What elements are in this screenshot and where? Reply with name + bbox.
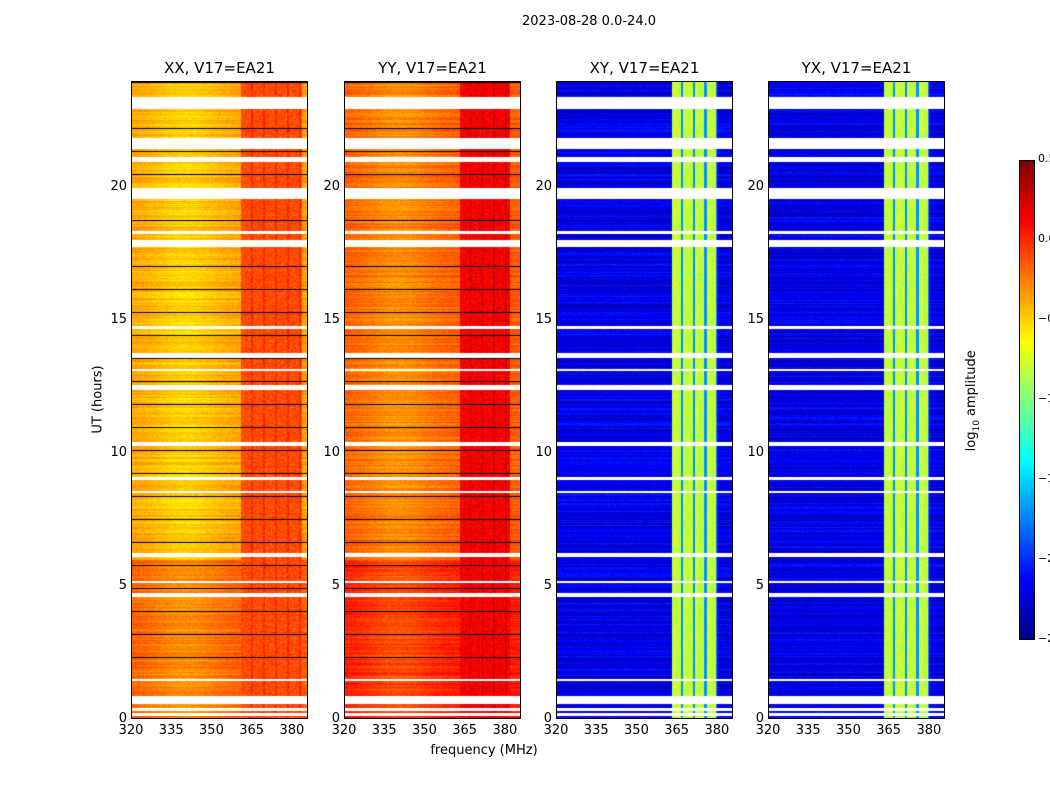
heatmap-image bbox=[345, 82, 520, 718]
heatmap-panel bbox=[556, 81, 733, 719]
x-tick-label: 320 bbox=[331, 723, 357, 738]
y-tick-label: 10 bbox=[323, 445, 340, 461]
x-tick-label: 365 bbox=[876, 723, 902, 738]
x-tick-label: 350 bbox=[836, 723, 861, 738]
y-tick-label: 0 bbox=[118, 711, 127, 726]
x-tick-label: 380 bbox=[704, 723, 730, 738]
x-tick-label: 380 bbox=[492, 723, 518, 738]
x-tick-label: 335 bbox=[371, 723, 397, 738]
x-tick-label: 350 bbox=[199, 723, 224, 738]
y-tick-label: 20 bbox=[110, 179, 127, 195]
y-tick-label: 10 bbox=[110, 445, 127, 461]
panel-title: XX, V17=EA21 bbox=[164, 59, 275, 77]
y-tick-label: 0 bbox=[543, 711, 552, 726]
heatmap-image bbox=[769, 82, 944, 718]
y-tick-label: 0 bbox=[755, 711, 764, 726]
y-tick-label: 20 bbox=[323, 179, 340, 195]
heatmap-image bbox=[557, 82, 732, 718]
x-tick-label: 335 bbox=[583, 723, 609, 738]
y-tick-label: 5 bbox=[118, 578, 127, 594]
x-tick-label: 320 bbox=[118, 723, 144, 738]
y-axis-label: UT (hours) bbox=[90, 365, 106, 434]
colorbar-tick-label: 0.0 bbox=[1038, 232, 1050, 245]
x-tick-label: 335 bbox=[795, 723, 821, 738]
y-tick-label: 5 bbox=[543, 578, 552, 594]
x-tick-label: 320 bbox=[755, 723, 781, 738]
figure-title: 2023-08-28 0.0-24.0 bbox=[522, 14, 656, 29]
x-tick-label: 365 bbox=[664, 723, 690, 738]
colorbar-tick-label: 0.5 bbox=[1038, 152, 1050, 165]
colorbar-tick-label: −0.5 bbox=[1038, 312, 1050, 325]
y-tick-label: 20 bbox=[535, 179, 552, 195]
x-tick-label: 365 bbox=[239, 723, 265, 738]
x-tick-label: 350 bbox=[412, 723, 437, 738]
x-tick-label: 320 bbox=[543, 723, 569, 738]
y-tick-label: 15 bbox=[747, 312, 764, 328]
y-tick-label: 15 bbox=[323, 312, 340, 328]
y-tick-label: 15 bbox=[535, 312, 552, 328]
x-axis-label: frequency (MHz) bbox=[430, 743, 538, 758]
colorbar-tick-label: −2.0 bbox=[1038, 552, 1050, 565]
y-tick-label: 5 bbox=[331, 578, 340, 594]
y-tick-label: 5 bbox=[755, 578, 764, 594]
heatmap-panel bbox=[344, 81, 521, 719]
y-tick-label: 10 bbox=[535, 445, 552, 461]
y-tick-label: 0 bbox=[331, 711, 340, 726]
x-tick-label: 350 bbox=[624, 723, 649, 738]
x-tick-label: 380 bbox=[279, 723, 305, 738]
x-tick-label: 365 bbox=[452, 723, 478, 738]
panel-title: YY, V17=EA21 bbox=[378, 59, 487, 77]
colorbar-tick-label: −1.0 bbox=[1038, 392, 1050, 405]
colorbar-label: log10 amplitude bbox=[964, 350, 982, 452]
panel-title: YX, V17=EA21 bbox=[801, 59, 912, 77]
colorbar bbox=[1019, 160, 1035, 640]
heatmap-panel bbox=[768, 81, 945, 719]
colorbar-tick-label: −1.5 bbox=[1038, 472, 1050, 485]
panel-title: XY, V17=EA21 bbox=[589, 59, 700, 77]
colorbar-tick-label: −2.5 bbox=[1038, 632, 1050, 645]
x-tick-label: 335 bbox=[158, 723, 184, 738]
y-tick-label: 20 bbox=[747, 179, 764, 195]
x-tick-label: 380 bbox=[916, 723, 942, 738]
y-tick-label: 15 bbox=[110, 312, 127, 328]
heatmap-panel bbox=[131, 81, 308, 719]
y-tick-label: 10 bbox=[747, 445, 764, 461]
heatmap-image bbox=[132, 82, 307, 718]
